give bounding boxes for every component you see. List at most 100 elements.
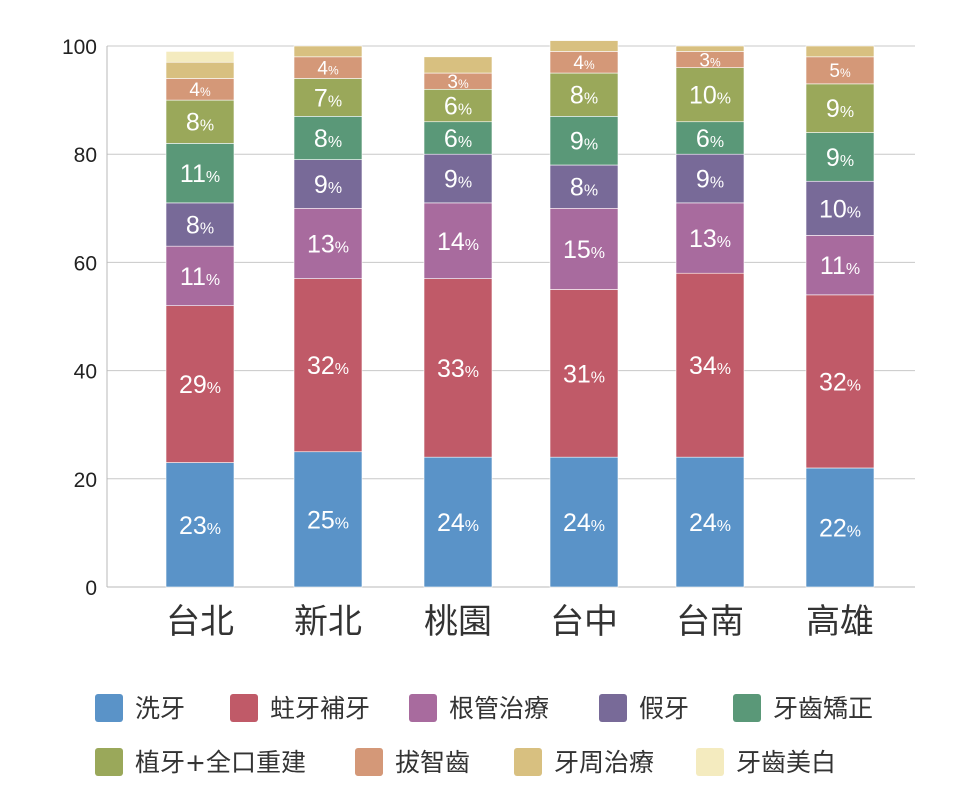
data-label: 8% [570,174,598,202]
data-label: 24% [563,509,605,537]
x-tick-label: 新北 [294,602,362,642]
data-label: 34% [689,352,731,380]
bar-segment [423,202,493,279]
bar-segment [165,51,235,63]
data-label: 8% [570,82,598,110]
legend-label: 洗牙 [135,694,185,723]
x-axis: 台北 新北 桃園 台中 台南 高雄 [166,602,874,642]
legend-item: 牙周治療 [514,748,654,777]
legend-swatch [95,694,123,722]
bar-segment [423,278,493,458]
legend-item: 假牙 [599,694,689,723]
legend-swatch [409,694,437,722]
legend-swatch [514,748,542,776]
legend-label: 植牙+全口重建 [135,748,306,777]
bar-segment [549,208,619,290]
y-tick-label: 60 [74,252,97,275]
legend-label: 拔智齒 [395,748,470,777]
bar-segment [293,278,363,453]
bar-segment [165,462,235,588]
data-label: 4% [189,80,211,101]
bar-segment [675,272,745,458]
bar-segment [805,235,875,296]
data-label: 11% [180,263,220,291]
data-label: 32% [819,368,861,396]
data-label: 9% [444,166,472,194]
bar-segment [549,116,619,166]
bar-segment [165,99,235,144]
bar-segment [805,56,875,85]
data-label: 5% [829,61,851,82]
legend-label: 根管治療 [449,694,549,723]
data-label: 4% [573,53,595,74]
data-label: 6% [444,93,472,121]
bar-segment [675,456,745,588]
data-label: 29% [179,371,221,399]
data-label: 13% [689,225,731,253]
legend-swatch [230,694,258,722]
legend-label: 假牙 [639,694,689,723]
bar-segment [805,45,875,58]
y-tick-label: 40 [74,361,97,384]
bar-segment [423,121,493,155]
data-label: 11% [820,252,860,280]
legend-item: 根管治療 [409,694,549,723]
bar-segment [293,451,363,588]
legend-item: 洗牙 [95,694,185,723]
data-label: 9% [696,166,724,194]
data-label: 31% [563,360,605,388]
data-label: 24% [689,509,731,537]
legend-item: 植牙+全口重建 [95,748,306,777]
data-label: 9% [570,128,598,156]
legend-item: 牙齒美白 [696,748,836,777]
x-tick-label: 台北 [166,602,234,642]
bar-segment [293,159,363,209]
data-label: 4% [317,58,339,79]
data-label: 6% [444,125,472,153]
grid-lines [106,45,915,588]
legend-item: 蛀牙補牙 [230,694,370,723]
bar-segment [423,88,493,123]
bar-segment [549,164,619,209]
data-label: 15% [563,236,605,264]
bar-segment [423,56,493,74]
data-label: 14% [437,228,479,256]
data-label: 7% [314,84,342,112]
data-label: 9% [826,95,854,123]
bar-segment [549,40,619,52]
y-tick-label: 80 [74,144,97,167]
x-tick-label: 台南 [676,602,744,642]
data-label: 9% [826,144,854,172]
y-tick-label: 0 [85,577,97,600]
x-tick-label: 高雄 [806,602,874,642]
data-label: 10% [689,82,731,110]
legend-swatch [355,748,383,776]
legend-swatch [95,748,123,776]
legend-swatch [733,694,761,722]
legend-label: 牙齒矯正 [773,694,873,723]
bar-segment [549,72,619,117]
bar-segment [675,121,745,155]
bar-segment [805,467,875,588]
data-label: 32% [307,352,349,380]
legend-swatch [599,694,627,722]
data-label: 8% [186,212,214,240]
data-label: 3% [699,50,721,71]
data-label: 24% [437,509,479,537]
bar-segment [165,305,235,463]
data-label: 3% [447,72,469,93]
bar-segment [805,132,875,182]
bar-segment [293,78,363,117]
legend-label: 蛀牙補牙 [270,694,370,723]
data-label: 25% [307,506,349,534]
x-tick-label: 台中 [550,602,618,642]
bar-segment [805,294,875,469]
x-tick-label: 桃園 [424,602,492,642]
data-label: 23% [179,512,221,540]
bar-segment [165,143,235,204]
legend-swatch [696,748,724,776]
bar-segment [549,456,619,588]
legend-item: 拔智齒 [355,748,470,777]
